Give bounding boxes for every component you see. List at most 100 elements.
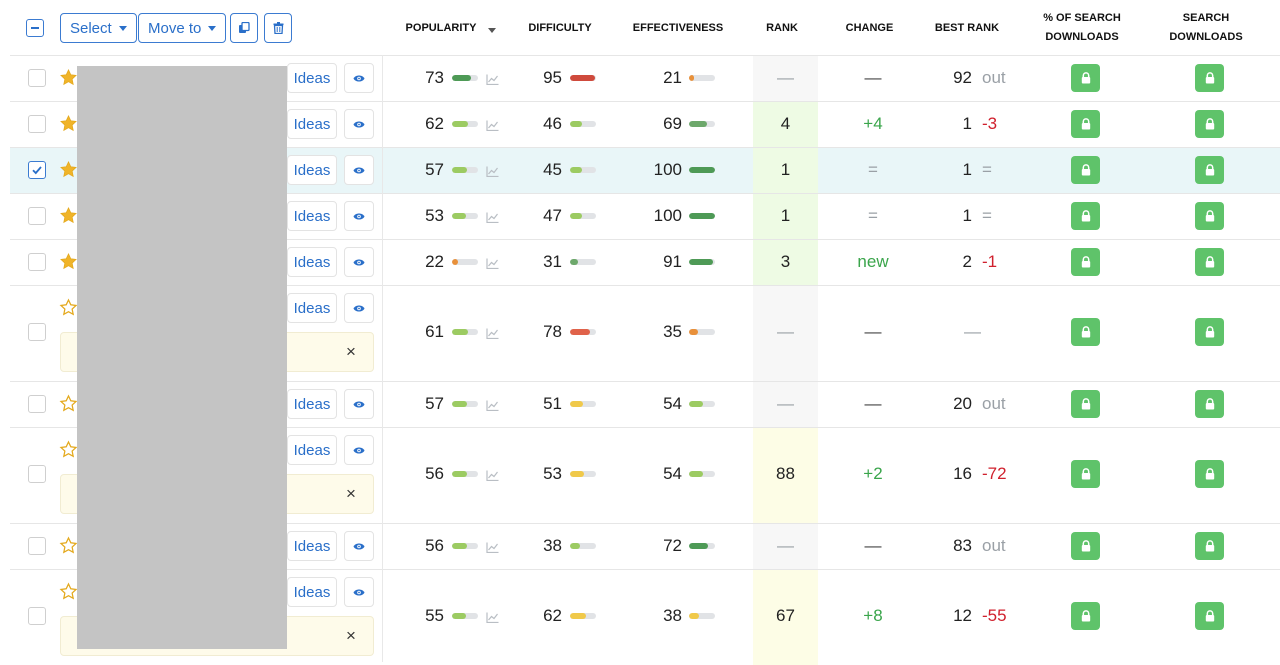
ideas-button[interactable]: Ideas [287, 63, 337, 93]
move-to-dropdown-button[interactable]: Move to [138, 13, 227, 43]
trend-chart-icon[interactable] [486, 256, 499, 270]
col-header-difficulty[interactable]: DIFFICULTY [520, 8, 600, 48]
ideas-button[interactable]: Ideas [287, 155, 337, 185]
eye-icon[interactable] [344, 201, 374, 231]
ideas-button[interactable]: Ideas [287, 247, 337, 277]
ideas-button[interactable]: Ideas [287, 109, 337, 139]
row-checkbox[interactable] [28, 395, 46, 413]
trend-chart-icon[interactable] [486, 118, 499, 132]
close-icon[interactable]: × [346, 342, 356, 361]
eye-icon[interactable] [344, 155, 374, 185]
lock-icon[interactable] [1071, 390, 1100, 418]
lock-icon[interactable] [1195, 532, 1224, 560]
lock-icon[interactable] [1195, 390, 1224, 418]
col-header-effectiveness[interactable]: EFFECTIVENESS [628, 8, 728, 48]
eye-icon[interactable] [344, 247, 374, 277]
close-icon[interactable]: × [346, 484, 356, 503]
trend-chart-icon[interactable] [486, 468, 499, 482]
popularity-bar-fill [452, 543, 467, 549]
row-checkbox[interactable] [28, 69, 46, 87]
lock-icon[interactable] [1071, 248, 1100, 276]
col-header-popularity[interactable]: POPULARITY [400, 8, 482, 48]
lock-icon[interactable] [1071, 602, 1100, 630]
col-header-best-rank[interactable]: BEST RANK [922, 8, 1012, 48]
lock-icon[interactable] [1195, 602, 1224, 630]
lock-icon[interactable] [1071, 532, 1100, 560]
trend-chart-icon[interactable] [486, 210, 499, 224]
trend-chart-icon[interactable] [486, 398, 499, 412]
col-header-change[interactable]: CHANGE [832, 8, 907, 48]
lock-icon[interactable] [1071, 460, 1100, 488]
best-rank-value: 1 [962, 160, 972, 179]
lock-icon[interactable] [1195, 318, 1224, 346]
row-checkbox[interactable] [28, 607, 46, 625]
lock-icon[interactable] [1195, 64, 1224, 92]
ideas-button[interactable]: Ideas [287, 531, 337, 561]
lock-icon[interactable] [1195, 248, 1224, 276]
eye-icon[interactable] [344, 389, 374, 419]
star-outline-icon[interactable] [59, 440, 78, 459]
row-checkbox[interactable] [28, 253, 46, 271]
row-checkbox[interactable] [28, 115, 46, 133]
star-filled-icon[interactable] [59, 68, 78, 87]
popularity-bar [452, 401, 478, 407]
lock-icon[interactable] [1195, 156, 1224, 184]
trend-chart-icon[interactable] [486, 610, 499, 624]
trend-chart-icon[interactable] [486, 326, 499, 340]
eye-icon[interactable] [344, 435, 374, 465]
lock-icon[interactable] [1071, 110, 1100, 138]
effectiveness-bar-fill [689, 259, 713, 265]
lock-icon[interactable] [1195, 460, 1224, 488]
row-checkbox[interactable] [28, 323, 46, 341]
col-header-rank[interactable]: RANK [753, 8, 811, 48]
eye-icon[interactable] [344, 293, 374, 323]
lock-icon[interactable] [1071, 318, 1100, 346]
select-dropdown-button[interactable]: Select [60, 13, 137, 43]
ideas-button[interactable]: Ideas [287, 389, 337, 419]
popularity-bar-fill [452, 471, 467, 477]
star-outline-icon[interactable] [59, 582, 78, 601]
trend-chart-icon[interactable] [486, 164, 499, 178]
rank-value: 1 [780, 160, 791, 179]
eye-icon[interactable] [344, 531, 374, 561]
eye-icon[interactable] [344, 63, 374, 93]
difficulty-bar-fill [570, 75, 595, 81]
star-outline-icon[interactable] [59, 536, 78, 555]
lock-icon[interactable] [1071, 156, 1100, 184]
close-icon[interactable]: × [346, 626, 356, 645]
effectiveness-value: 69 [663, 114, 682, 133]
trend-chart-icon[interactable] [486, 540, 499, 554]
col-header-search-downloads[interactable]: SEARCH DOWNLOADS [1156, 8, 1256, 48]
col-header-pct-search-downloads[interactable]: % OF SEARCH DOWNLOADS [1030, 8, 1134, 48]
ideas-button[interactable]: Ideas [287, 201, 337, 231]
ideas-button[interactable]: Ideas [287, 435, 337, 465]
trend-chart-icon[interactable] [486, 72, 499, 86]
select-all-checkbox[interactable] [26, 19, 44, 37]
row-checkbox[interactable] [28, 537, 46, 555]
row-checkbox[interactable] [28, 465, 46, 483]
copy-button[interactable] [230, 13, 258, 43]
eye-icon[interactable] [344, 109, 374, 139]
lock-icon[interactable] [1071, 64, 1100, 92]
star-outline-icon[interactable] [59, 298, 78, 317]
rank-cell-bg [753, 102, 818, 147]
lock-icon[interactable] [1071, 202, 1100, 230]
lock-icon[interactable] [1195, 202, 1224, 230]
row-checkbox[interactable] [28, 161, 46, 179]
star-filled-icon[interactable] [59, 114, 78, 133]
rank-cell-bg [753, 194, 818, 239]
row-checkbox[interactable] [28, 207, 46, 225]
lock-icon[interactable] [1195, 110, 1224, 138]
ideas-button[interactable]: Ideas [287, 293, 337, 323]
eye-icon[interactable] [344, 577, 374, 607]
popularity-bar-fill [452, 213, 466, 219]
star-outline-icon[interactable] [59, 394, 78, 413]
star-filled-icon[interactable] [59, 160, 78, 179]
popularity-bar-fill [452, 613, 467, 619]
star-filled-icon[interactable] [59, 206, 78, 225]
star-filled-icon[interactable] [59, 252, 78, 271]
delete-button[interactable] [264, 13, 292, 43]
ideas-button[interactable]: Ideas [287, 577, 337, 607]
effectiveness-bar [689, 75, 715, 81]
sort-desc-icon[interactable] [488, 28, 496, 33]
